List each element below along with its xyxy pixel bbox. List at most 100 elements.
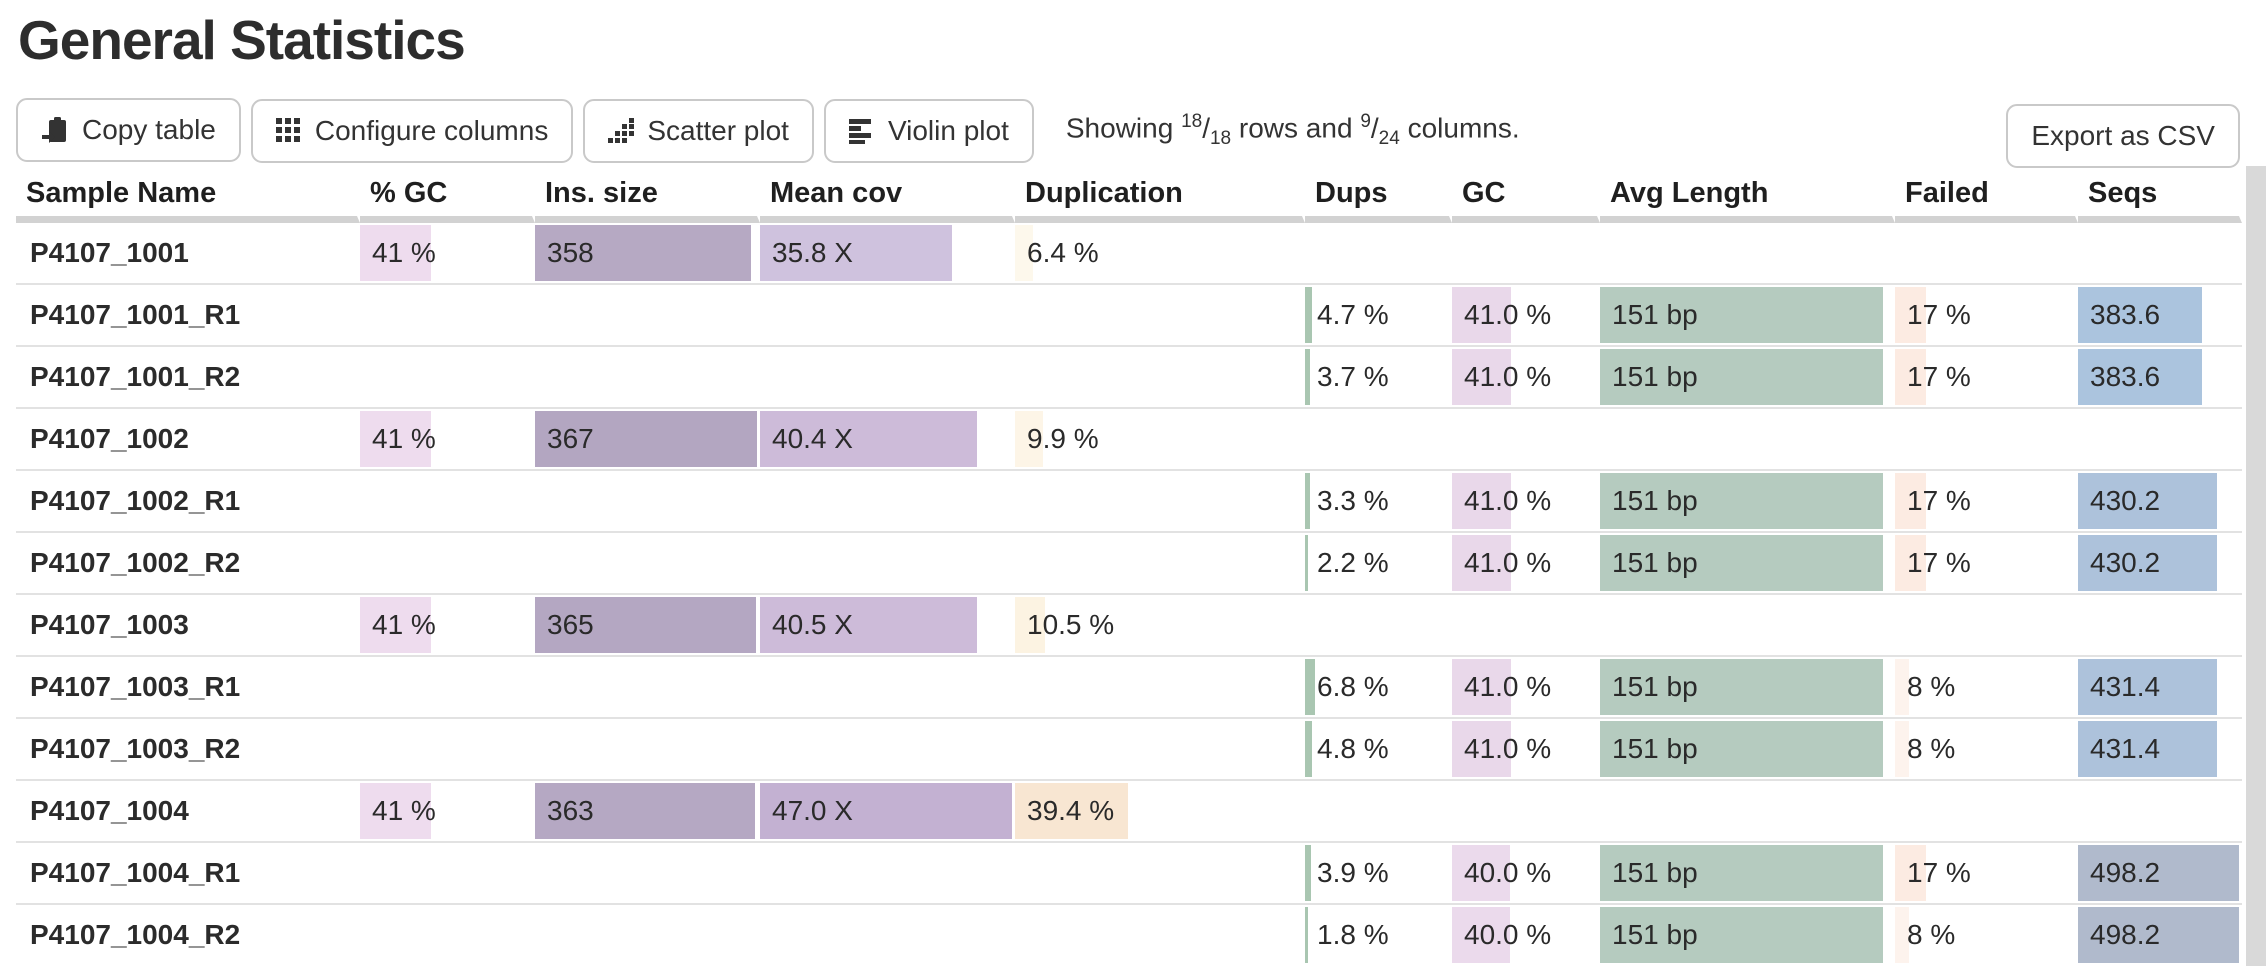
cell-seqs: 430.2: [2078, 533, 2242, 593]
column-header-seqs[interactable]: Seqs: [2078, 170, 2242, 223]
cell-duplication: 39.4 %: [1015, 781, 1305, 841]
copy-table-button[interactable]: Copy table: [16, 97, 241, 162]
table-row: P4107_1002 41 % 367 40.4 X 9.9 %: [16, 407, 2242, 469]
cell-value: 17 %: [1907, 485, 1971, 516]
data-bar-track: [760, 225, 1012, 281]
column-header-failed[interactable]: Failed: [1895, 170, 2078, 223]
cell-value: 40.0 %: [1464, 919, 1552, 950]
data-bar: [1452, 287, 1512, 343]
cell-value: 431.4: [2090, 671, 2161, 702]
cell-pct_gc: [360, 843, 535, 903]
cell-value: 151 bp: [1612, 733, 1698, 764]
cell-mean_cov: [760, 533, 1015, 593]
cell-duplication: [1015, 533, 1305, 593]
cell-pct_gc: 41 %: [360, 595, 535, 655]
cell-sample-name: P4107_1001_R2: [16, 347, 360, 407]
data-bar-track: [1895, 659, 2075, 715]
cell-dups: 3.7 %: [1305, 347, 1452, 407]
data-bar: [1015, 225, 1034, 281]
cell-value: 498.2: [2090, 919, 2161, 950]
cell-mean_cov: 40.5 X: [760, 595, 1015, 655]
cell-failed: 17 %: [1895, 347, 2078, 407]
data-bar: [1895, 535, 1926, 591]
cell-gc: [1452, 409, 1600, 469]
data-bar: [1600, 845, 1884, 901]
cell-value: 4.7 %: [1317, 299, 1389, 330]
cell-avg_length: [1600, 781, 1895, 841]
data-bar: [1305, 287, 1312, 343]
column-header-mean_cov[interactable]: Mean cov: [760, 170, 1015, 223]
cell-value: 151 bp: [1612, 919, 1698, 950]
sample-name: P4107_1002: [30, 423, 189, 454]
cell-mean_cov: 47.0 X: [760, 781, 1015, 841]
data-bar-track: [360, 597, 532, 653]
cell-value: 41.0 %: [1464, 485, 1552, 516]
scrollbar-thumb[interactable]: [2246, 166, 2266, 966]
cell-value: 41 %: [372, 237, 436, 268]
data-bar: [1015, 783, 1129, 839]
cell-seqs: 430.2: [2078, 471, 2242, 531]
violin-plot-button[interactable]: Violin plot: [823, 98, 1034, 163]
cell-value: 151 bp: [1612, 857, 1698, 888]
scatter-plot-button[interactable]: Scatter plot: [583, 98, 814, 163]
cell-mean_cov: [760, 285, 1015, 345]
cell-seqs: [2078, 409, 2242, 469]
data-bar: [2078, 907, 2239, 963]
data-bar-track: [1600, 349, 1892, 405]
data-bar: [1015, 411, 1044, 467]
cell-value: 383.6: [2090, 361, 2161, 392]
column-header-dups[interactable]: Dups: [1305, 170, 1452, 223]
cell-sample-name: P4107_1002_R2: [16, 533, 360, 593]
data-bar-track: [1305, 659, 1449, 715]
column-header-ins_size[interactable]: Ins. size: [535, 170, 760, 223]
cell-ins_size: [535, 347, 760, 407]
data-bar: [1600, 349, 1884, 405]
showing-mid: rows and: [1238, 111, 1353, 143]
column-header-avg_length[interactable]: Avg Length: [1600, 170, 1895, 223]
table-scrollbar[interactable]: [2246, 166, 2266, 966]
sample-name: P4107_1003: [30, 609, 189, 640]
data-bar-track: [1305, 845, 1449, 901]
data-bar: [1305, 907, 1308, 963]
cell-pct_gc: [360, 719, 535, 779]
data-bar: [1452, 659, 1512, 715]
column-header-duplication[interactable]: Duplication: [1015, 170, 1305, 223]
cell-value: 47.0 X: [772, 795, 853, 826]
export-csv-button[interactable]: Export as CSV: [2006, 104, 2240, 168]
configure-columns-button[interactable]: Configure columns: [250, 98, 574, 163]
data-bar: [1452, 535, 1512, 591]
button-label: Violin plot: [887, 114, 1009, 146]
data-bar-track: [1600, 287, 1892, 343]
cell-value: 151 bp: [1612, 671, 1698, 702]
sample-name: P4107_1002_R1: [30, 485, 241, 516]
data-bar-track: [1895, 473, 2075, 529]
column-header-gc[interactable]: GC: [1452, 170, 1600, 223]
data-bar: [1895, 349, 1926, 405]
column-header-sample_name[interactable]: Sample Name: [16, 170, 360, 223]
cell-value: 430.2: [2090, 547, 2161, 578]
cell-value: 4.8 %: [1317, 733, 1389, 764]
cell-avg_length: [1600, 595, 1895, 655]
cell-ins_size: 358: [535, 223, 760, 283]
cell-avg_length: 151 bp: [1600, 471, 1895, 531]
cell-mean_cov: [760, 905, 1015, 965]
data-bar: [2078, 721, 2218, 777]
cell-sample-name: P4107_1002_R1: [16, 471, 360, 531]
cell-seqs: [2078, 781, 2242, 841]
cell-failed: [1895, 595, 2078, 655]
rows-visible-count: 18: [1181, 110, 1203, 132]
cell-duplication: [1015, 843, 1305, 903]
cell-dups: 4.8 %: [1305, 719, 1452, 779]
data-bar: [1305, 659, 1315, 715]
data-bar: [360, 597, 431, 653]
data-bar: [1452, 473, 1512, 529]
cell-avg_length: 151 bp: [1600, 657, 1895, 717]
cell-value: 6.4 %: [1027, 237, 1099, 268]
column-header-pct_gc[interactable]: % GC: [360, 170, 535, 223]
cell-duplication: 10.5 %: [1015, 595, 1305, 655]
general-stats-table: Sample Name% GC Ins. size Mean cov Duplicat…: [16, 170, 2242, 965]
data-bar: [1600, 907, 1884, 963]
cell-failed: 8 %: [1895, 657, 2078, 717]
data-bar-track: [535, 597, 757, 653]
data-bar: [760, 225, 952, 281]
